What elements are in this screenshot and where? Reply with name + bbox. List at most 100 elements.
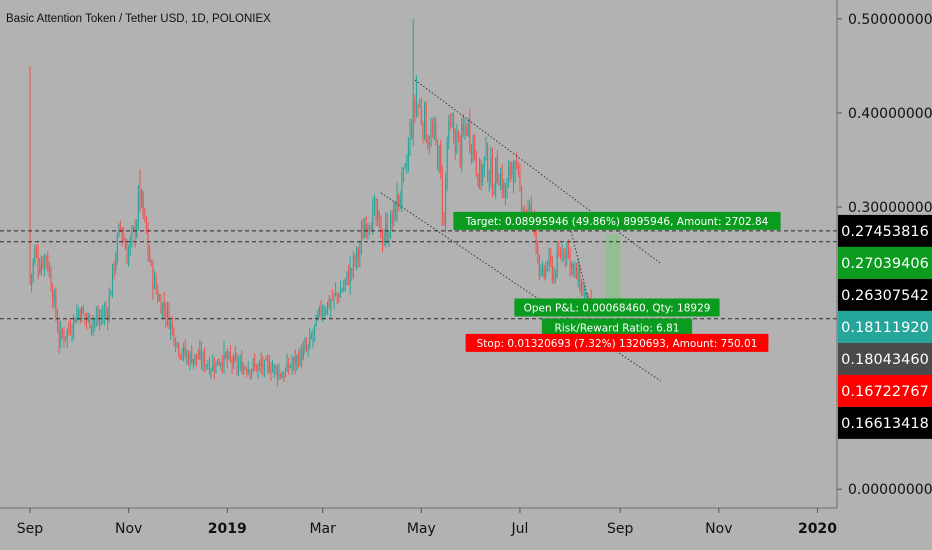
candle-body [223, 350, 225, 367]
trend-line[interactable] [414, 79, 661, 264]
candle-body [323, 312, 325, 314]
candle-body [320, 306, 322, 315]
candle-body [231, 359, 233, 364]
candle-body [417, 105, 419, 108]
candle-body [267, 361, 269, 364]
candle-body [490, 157, 492, 180]
candle-body [58, 330, 60, 343]
price-badge[interactable]: 0.26307542 [838, 278, 932, 311]
candle-body [76, 312, 78, 322]
target-zone[interactable] [605, 234, 621, 320]
candle-body [92, 320, 94, 327]
candle-body [543, 267, 545, 275]
candle-body [365, 224, 367, 232]
candle-body [477, 173, 479, 187]
candle-body [251, 369, 253, 373]
candle-body [432, 129, 434, 133]
price-badge-bg [838, 406, 932, 439]
candle-body [186, 354, 188, 356]
trend-line[interactable] [567, 220, 592, 311]
candle-body [276, 368, 278, 377]
candle-body [154, 277, 156, 289]
candle-body [469, 118, 471, 149]
price-badge-text: 0.27039406 [841, 256, 929, 272]
candle-body [472, 137, 474, 157]
price-badge[interactable]: 0.27453816 [838, 214, 932, 247]
risk-reward-label[interactable]: Risk/Reward Ratio: 6.81 [541, 318, 693, 337]
candle-body [81, 307, 83, 322]
candle-body [406, 164, 408, 166]
candle-body [572, 264, 574, 270]
price-badge[interactable]: 0.27039406 [838, 246, 932, 279]
candle-body [187, 354, 189, 364]
candle-body [470, 147, 472, 155]
candle-body [375, 200, 377, 220]
candle-body [396, 193, 398, 221]
candle-body [459, 135, 461, 165]
open-pnl-label-text: Open P&L: 0.00068460, Qty: 18929 [524, 302, 711, 314]
candle-body [475, 155, 477, 173]
candle-body [517, 166, 519, 174]
candle-body [226, 354, 228, 360]
candle-body [259, 363, 261, 365]
candle-body [297, 357, 299, 365]
candle-body [466, 126, 468, 135]
candle-body [491, 157, 493, 195]
candle-body [333, 293, 335, 300]
candle-body [480, 162, 482, 183]
open-pnl-label-bg [514, 298, 720, 317]
open-pnl-label[interactable]: Open P&L: 0.00068460, Qty: 18929 [514, 298, 720, 317]
candle-body [102, 316, 104, 318]
candle-body [238, 365, 240, 368]
candle-body [356, 248, 358, 263]
candle-body [482, 165, 484, 183]
candle-body [189, 353, 191, 363]
price-badge[interactable]: 0.16613418 [838, 406, 932, 439]
candle-body [257, 365, 259, 370]
target-label[interactable]: Target: 0.08995946 (49.86%) 8995946, Amo… [453, 211, 781, 230]
candle-body [367, 225, 369, 230]
candle-body [335, 292, 337, 294]
candle-body [514, 161, 516, 184]
price-badges-layer: 0.27453816 0.27039406 0.26307542 0.18111920… [838, 214, 932, 439]
candle-body [516, 162, 518, 165]
candle-body [105, 310, 107, 312]
time-axis-label: Mar [309, 521, 336, 537]
candle-body [78, 310, 80, 315]
candle-body [192, 358, 194, 365]
candle-body [73, 316, 75, 331]
candle-body [68, 327, 70, 331]
candle-body [383, 237, 385, 243]
candle-body [357, 249, 359, 258]
candle-body [419, 105, 421, 107]
candle-body [213, 365, 215, 370]
candle-body [247, 369, 249, 374]
candle-body [52, 290, 54, 302]
candle-body [362, 229, 364, 240]
candle-body [483, 156, 485, 168]
candle-body [246, 370, 248, 372]
candle-body [314, 325, 316, 333]
candle-body [348, 272, 350, 285]
candle-body [79, 311, 81, 321]
price-badge[interactable]: 0.18111920 [838, 310, 932, 343]
price-badge[interactable]: 0.16722767 [838, 374, 932, 407]
price-badge-bg [838, 278, 932, 311]
time-axis[interactable]: Sep Nov 2019 Mar May Jul Sep Nov 2020 [17, 508, 837, 537]
candle-body [162, 303, 164, 316]
candle-body [428, 142, 430, 146]
candle-body [270, 371, 272, 373]
candle-body [571, 263, 573, 269]
target-label-bg [453, 211, 781, 230]
candle-body [244, 368, 246, 370]
candle-body [582, 283, 584, 296]
candle-body [288, 364, 290, 368]
candle-body [176, 342, 178, 345]
stop-label[interactable]: Stop: 0.01320693 (7.32%) 1320693, Amount… [465, 333, 769, 352]
price-badge[interactable]: 0.18043460 [838, 342, 932, 375]
candle-body [509, 165, 511, 175]
candle-body [360, 229, 362, 246]
candle-body [66, 329, 68, 337]
time-axis-label: 2020 [798, 521, 837, 537]
